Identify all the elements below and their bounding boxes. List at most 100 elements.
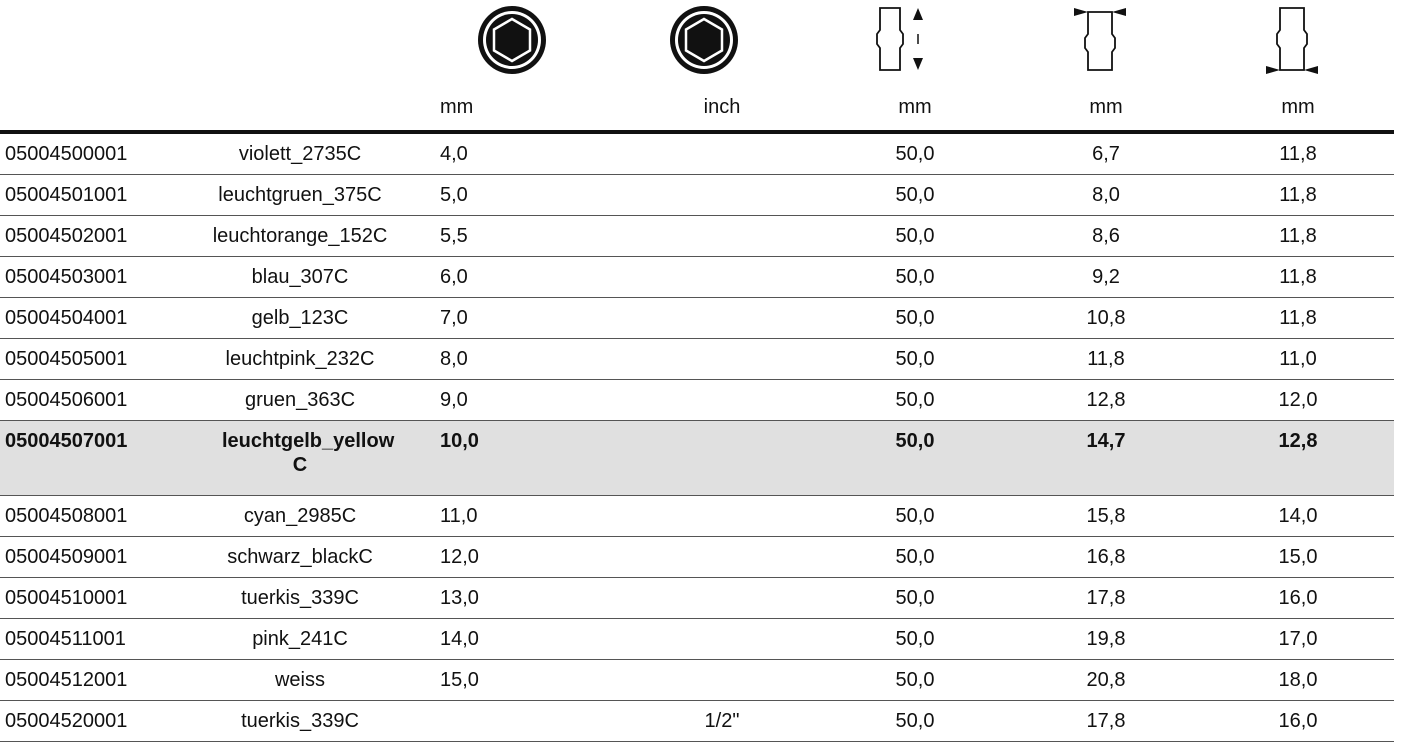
top-diameter-cell: 14,7 — [1010, 420, 1202, 496]
part-number-cell: 05004500001 — [0, 132, 162, 175]
top-diameter-cell: 9,2 — [1010, 256, 1202, 298]
color-cell: pink_241C — [162, 618, 438, 660]
color-cell: schwarz_blackC — [162, 536, 438, 578]
header-row: mm inch mm mm mm — [0, 84, 1394, 132]
size-mm-cell: 4,0 — [438, 132, 624, 175]
length-cell: 50,0 — [820, 297, 1010, 339]
size-inch-cell — [624, 338, 820, 380]
top-diameter-cell: 20,8 — [1010, 659, 1202, 701]
bottom-diameter-cell: 15,0 — [1202, 536, 1394, 578]
col-header-color — [162, 84, 438, 132]
color-cell: leuchtgruen_375C — [162, 174, 438, 216]
col-header-length: mm — [898, 95, 932, 118]
size-inch-cell — [624, 659, 820, 701]
length-cell: 50,0 — [820, 495, 1010, 537]
col-header-inch: inch — [703, 95, 741, 118]
part-number-cell: 05004520001 — [0, 700, 162, 742]
socket-table: mm inch mm mm mm 05004500001 violett_2735… — [0, 84, 1394, 742]
bottom-diameter-cell: 16,0 — [1202, 577, 1394, 619]
top-diameter-cell: 17,8 — [1010, 700, 1202, 742]
size-inch-cell: 1/2" — [624, 700, 820, 742]
length-cell: 50,0 — [820, 536, 1010, 578]
color-cell: leuchtpink_232C — [162, 338, 438, 380]
top-diameter-cell: 16,8 — [1010, 536, 1202, 578]
color-cell: tuerkis_339C — [162, 577, 438, 619]
color-cell: cyan_2985C — [162, 495, 438, 537]
length-cell: 50,0 — [820, 174, 1010, 216]
color-cell: violett_2735C — [162, 132, 438, 175]
length-cell: 50,0 — [820, 338, 1010, 380]
top-diameter-cell: 12,8 — [1010, 379, 1202, 421]
color-cell: gruen_363C — [162, 379, 438, 421]
bottom-diameter-cell: 11,8 — [1202, 174, 1394, 216]
part-number-cell: 05004507001 — [0, 420, 162, 496]
size-mm-cell: 5,5 — [438, 215, 624, 257]
size-mm-cell: 9,0 — [438, 379, 624, 421]
table-row: 05004507001 leuchtgelb_yellow C 10,0 50,0 14… — [0, 420, 1394, 496]
hexagon-socket-inch-icon — [664, 0, 744, 80]
color-cell: leuchtorange_152C — [162, 215, 438, 257]
part-number-cell: 05004512001 — [0, 659, 162, 701]
length-cell: 50,0 — [820, 256, 1010, 298]
bottom-diameter-cell: 11,8 — [1202, 256, 1394, 298]
bottom-diameter-cell: 17,0 — [1202, 618, 1394, 660]
table-row: 05004511001 pink_241C 14,0 50,0 19,8 17,0 — [0, 618, 1394, 660]
size-mm-cell: 6,0 — [438, 256, 624, 298]
size-mm-cell: 14,0 — [438, 618, 624, 660]
table-row: 05004500001 violett_2735C 4,0 50,0 6,7 11,8 — [0, 132, 1394, 175]
table-row: 05004509001 schwarz_blackC 12,0 50,0 16,8 15,… — [0, 536, 1394, 578]
length-cell: 50,0 — [820, 379, 1010, 421]
part-number-cell: 05004503001 — [0, 256, 162, 298]
size-mm-cell: 5,0 — [438, 174, 624, 216]
bottom-diameter-cell: 12,0 — [1202, 379, 1394, 421]
size-inch-cell — [624, 215, 820, 257]
size-mm-cell: 10,0 — [438, 420, 624, 496]
length-cell: 50,0 — [820, 659, 1010, 701]
size-inch-cell — [624, 132, 820, 175]
size-mm-cell: 15,0 — [438, 659, 624, 701]
table-row: 05004501001 leuchtgruen_375C 5,0 50,0 8,0 11,… — [0, 174, 1394, 216]
part-number-cell: 05004509001 — [0, 536, 162, 578]
top-diameter-cell: 8,0 — [1010, 174, 1202, 216]
size-inch-cell — [624, 577, 820, 619]
color-cell: leuchtgelb_yellow C — [162, 420, 438, 496]
top-diameter-cell: 6,7 — [1010, 132, 1202, 175]
length-cell: 50,0 — [820, 215, 1010, 257]
part-number-cell: 05004505001 — [0, 338, 162, 380]
size-inch-cell — [624, 379, 820, 421]
size-inch-cell — [624, 420, 820, 496]
table-row: 05004504001 gelb_123C 7,0 50,0 10,8 11,8 — [0, 297, 1394, 339]
bottom-diameter-cell: 11,8 — [1202, 297, 1394, 339]
column-icons — [0, 0, 1403, 80]
length-cell: 50,0 — [820, 618, 1010, 660]
hexagon-socket-mm-icon — [472, 0, 552, 80]
part-number-cell: 05004501001 — [0, 174, 162, 216]
bottom-diameter-cell: 11,8 — [1202, 132, 1394, 175]
size-inch-cell — [624, 495, 820, 537]
size-mm-cell: 12,0 — [438, 536, 624, 578]
size-mm-cell: 13,0 — [438, 577, 624, 619]
table-row: 05004502001 leuchtorange_152C 5,5 50,0 8,6 11… — [0, 215, 1394, 257]
table-row: 05004510001 tuerkis_339C 13,0 50,0 17,8 16,0 — [0, 577, 1394, 619]
part-number-cell: 05004504001 — [0, 297, 162, 339]
bottom-diameter-cell: 11,8 — [1202, 215, 1394, 257]
top-diameter-cell: 8,6 — [1010, 215, 1202, 257]
col-header-top-diameter: mm — [1089, 95, 1123, 118]
col-header-bottom-diameter: mm — [1281, 95, 1315, 118]
part-number-cell: 05004506001 — [0, 379, 162, 421]
size-inch-cell — [624, 618, 820, 660]
size-mm-cell: 7,0 — [438, 297, 624, 339]
length-cell: 50,0 — [820, 577, 1010, 619]
length-cell: 50,0 — [820, 420, 1010, 496]
bottom-diameter-cell: 18,0 — [1202, 659, 1394, 701]
col-header-code — [0, 84, 162, 132]
part-number-cell: 05004502001 — [0, 215, 162, 257]
bottom-diameter-cell: 14,0 — [1202, 495, 1394, 537]
socket-length-icon — [866, 0, 946, 80]
table-row: 05004520001 tuerkis_339C 1/2" 50,0 17,8 16,0 — [0, 700, 1394, 742]
table-row: 05004506001 gruen_363C 9,0 50,0 12,8 12,0 — [0, 379, 1394, 421]
top-diameter-cell: 19,8 — [1010, 618, 1202, 660]
top-diameter-cell: 17,8 — [1010, 577, 1202, 619]
part-number-cell: 05004510001 — [0, 577, 162, 619]
bottom-diameter-cell: 12,8 — [1202, 420, 1394, 496]
